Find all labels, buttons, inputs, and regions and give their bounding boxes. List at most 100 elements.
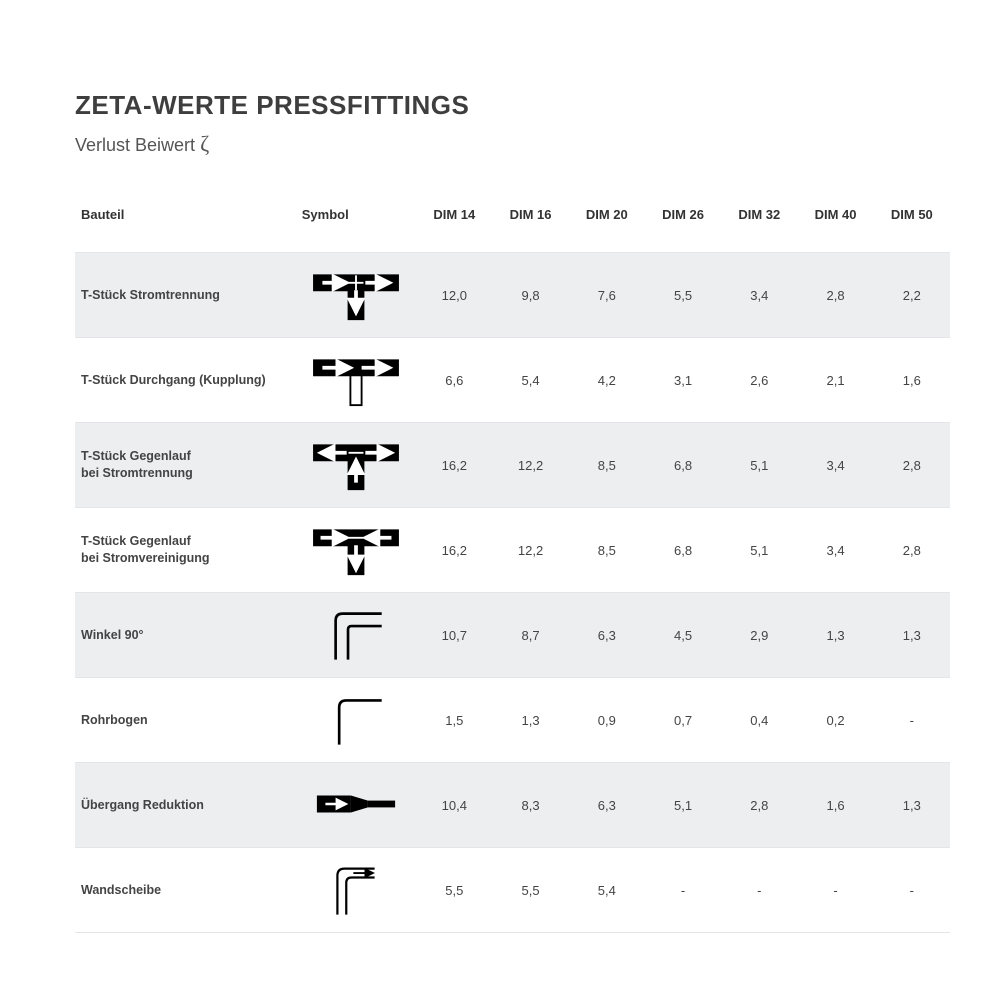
value-cell: 6,3 [569,593,645,678]
zeta-table: Bauteil Symbol DIM 14 DIM 16 DIM 20 DIM … [75,197,950,933]
value-cell: 5,1 [721,508,797,593]
value-cell: 5,5 [416,848,492,933]
value-cell: 12,0 [416,253,492,338]
value-cell: 10,4 [416,763,492,848]
value-cell: 4,2 [569,338,645,423]
value-cell: - [874,678,950,763]
row-symbol [296,253,416,338]
table-row: Winkel 90°10,78,76,34,52,91,31,3 [75,593,950,678]
value-cell: 1,3 [874,593,950,678]
col-head-dim: DIM 16 [492,197,568,253]
page-subtitle: Verlust Beiwert ζ [75,131,950,157]
value-cell: 16,2 [416,423,492,508]
table-header-row: Bauteil Symbol DIM 14 DIM 16 DIM 20 DIM … [75,197,950,253]
value-cell: 2,6 [721,338,797,423]
value-cell: 5,4 [492,338,568,423]
value-cell: 5,5 [645,253,721,338]
col-head-symbol: Symbol [296,197,416,253]
table-row: Rohrbogen 1,51,30,90,70,40,2- [75,678,950,763]
elbow-thin-icon [325,688,387,750]
table-row: T-Stück Gegenlaufbei Stromvereinigung 16,… [75,508,950,593]
value-cell: - [645,848,721,933]
col-head-dim: DIM 20 [569,197,645,253]
t-through-icon [306,351,406,407]
value-cell: 2,2 [874,253,950,338]
row-symbol [296,338,416,423]
col-head-label: Bauteil [75,197,296,253]
row-label: Wandscheibe [75,848,296,933]
value-cell: - [797,848,873,933]
table-row: T-Stück Durchgang (Kupplung) 6,65,44,23,1… [75,338,950,423]
value-cell: 1,5 [416,678,492,763]
row-symbol [296,508,416,593]
value-cell: 2,9 [721,593,797,678]
value-cell: 0,9 [569,678,645,763]
value-cell: 8,3 [492,763,568,848]
table-row: Wandscheibe5,55,55,4---- [75,848,950,933]
row-symbol [296,423,416,508]
value-cell: 6,6 [416,338,492,423]
value-cell: 3,4 [797,423,873,508]
value-cell: 5,1 [645,763,721,848]
row-symbol [296,848,416,933]
value-cell: 5,4 [569,848,645,933]
value-cell: 1,6 [797,763,873,848]
col-head-dim: DIM 50 [874,197,950,253]
value-cell: 7,6 [569,253,645,338]
value-cell: 0,2 [797,678,873,763]
row-label: T-Stück Stromtrennung [75,253,296,338]
value-cell: 1,3 [874,763,950,848]
table-row: T-Stück Gegenlaufbei Stromtrennung 16,212… [75,423,950,508]
value-cell: 2,1 [797,338,873,423]
value-cell: 2,8 [874,508,950,593]
page-title: ZETA-WERTE PRESSFITTINGS [75,90,950,121]
wall-outlet-icon [325,858,387,920]
value-cell: 6,8 [645,423,721,508]
value-cell: 3,4 [721,253,797,338]
t-counter-sep-icon [306,436,406,492]
reducer-icon [306,787,406,821]
value-cell: 10,7 [416,593,492,678]
value-cell: 8,5 [569,508,645,593]
value-cell: 3,4 [797,508,873,593]
t-counter-join-icon [306,521,406,577]
value-cell: 4,5 [645,593,721,678]
row-label: Rohrbogen [75,678,296,763]
table-row: T-Stück Stromtrennung 12,09,87,65,53,42,8… [75,253,950,338]
value-cell: - [874,848,950,933]
value-cell: 2,8 [874,423,950,508]
value-cell: 8,7 [492,593,568,678]
value-cell: 2,8 [797,253,873,338]
value-cell: 1,3 [797,593,873,678]
value-cell: 9,8 [492,253,568,338]
value-cell: 0,4 [721,678,797,763]
value-cell: 12,2 [492,508,568,593]
row-symbol [296,678,416,763]
value-cell: 0,7 [645,678,721,763]
col-head-dim: DIM 26 [645,197,721,253]
value-cell: 3,1 [645,338,721,423]
col-head-dim: DIM 40 [797,197,873,253]
value-cell: 1,6 [874,338,950,423]
t-split-down-icon [306,266,406,322]
value-cell: 12,2 [492,423,568,508]
value-cell: 8,5 [569,423,645,508]
value-cell: 6,8 [645,508,721,593]
value-cell: 16,2 [416,508,492,593]
row-label: T-Stück Gegenlaufbei Stromvereinigung [75,508,296,593]
col-head-dim: DIM 14 [416,197,492,253]
value-cell: 2,8 [721,763,797,848]
value-cell: 5,5 [492,848,568,933]
row-label: T-Stück Gegenlaufbei Stromtrennung [75,423,296,508]
value-cell: 5,1 [721,423,797,508]
value-cell: 6,3 [569,763,645,848]
row-label: T-Stück Durchgang (Kupplung) [75,338,296,423]
elbow-wide-icon [325,603,387,665]
row-symbol [296,593,416,678]
value-cell: - [721,848,797,933]
row-symbol [296,763,416,848]
row-label: Übergang Reduktion [75,763,296,848]
row-label: Winkel 90° [75,593,296,678]
col-head-dim: DIM 32 [721,197,797,253]
value-cell: 1,3 [492,678,568,763]
